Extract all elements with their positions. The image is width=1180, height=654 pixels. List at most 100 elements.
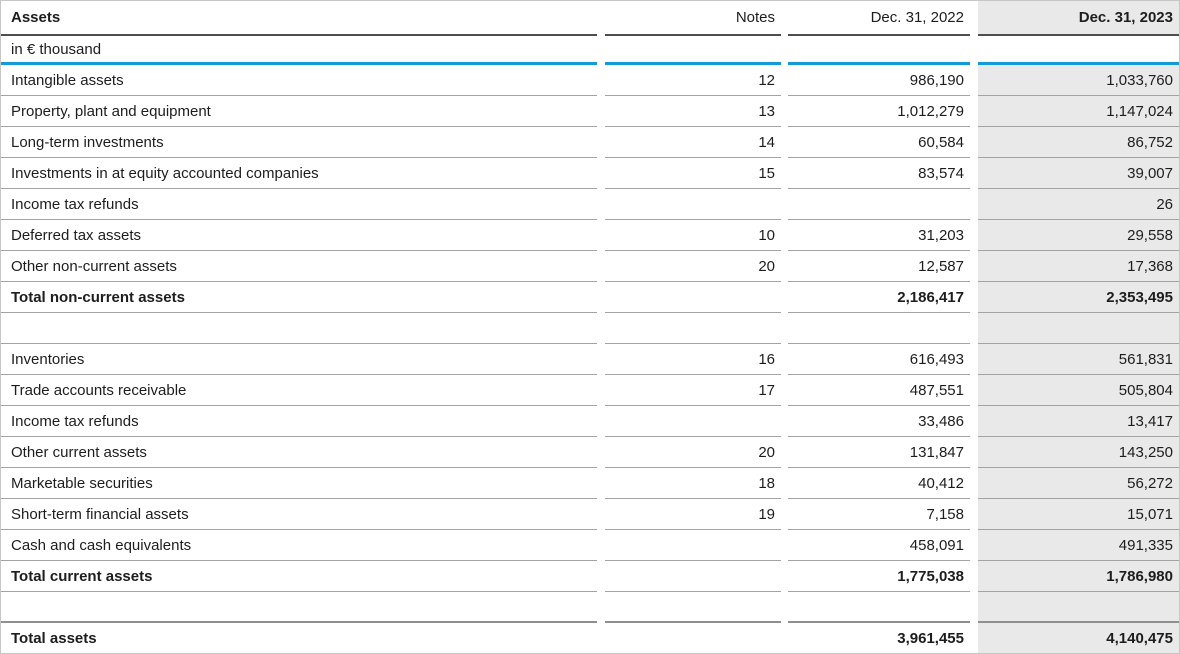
- row-label: Inventories: [1, 344, 597, 375]
- row-label: Property, plant and equipment: [1, 96, 597, 127]
- row-label: Income tax refunds: [1, 406, 597, 437]
- column-gap: [597, 1, 605, 36]
- table-row: Short-term financial assets 19 7,158 15,…: [1, 499, 1179, 530]
- row-value-2023: 505,804: [978, 375, 1179, 406]
- row-label: Trade accounts receivable: [1, 375, 597, 406]
- row-label: Short-term financial assets: [1, 499, 597, 530]
- total-non-current-assets-row: Total non-current assets 2,186,417 2,353…: [1, 282, 1179, 313]
- row-value-2023: 15,071: [978, 499, 1179, 530]
- row-note: 17: [605, 375, 781, 406]
- row-note: [605, 282, 781, 313]
- row-label: Other non-current assets: [1, 251, 597, 282]
- table-title: Assets: [1, 1, 597, 36]
- row-note: [605, 530, 781, 561]
- unit-label: in € thousand: [1, 36, 597, 65]
- table-row: Property, plant and equipment 13 1,012,2…: [1, 96, 1179, 127]
- column-gap: [970, 1, 978, 36]
- row-value-2022: 986,190: [788, 65, 970, 96]
- row-label: Total non-current assets: [1, 282, 597, 313]
- row-value-2022: 1,775,038: [788, 561, 970, 592]
- table-row: Inventories 16 616,493 561,831: [1, 344, 1179, 375]
- header-row: Assets Notes Dec. 31, 2022 Dec. 31, 2023: [1, 1, 1179, 36]
- total-current-assets-row: Total current assets 1,775,038 1,786,980: [1, 561, 1179, 592]
- notes-column-header: Notes: [605, 1, 781, 36]
- row-note: [605, 561, 781, 592]
- row-value-2023: 39,007: [978, 158, 1179, 189]
- row-value-2022: 131,847: [788, 437, 970, 468]
- table-row: Other current assets 20 131,847 143,250: [1, 437, 1179, 468]
- row-note: 13: [605, 96, 781, 127]
- table-row: Investments in at equity accounted compa…: [1, 158, 1179, 189]
- table-row: Trade accounts receivable 17 487,551 505…: [1, 375, 1179, 406]
- column-gap: [781, 36, 788, 65]
- row-value-2023: 4,140,475: [978, 623, 1179, 653]
- row-note: [605, 189, 781, 220]
- row-value-2022: 487,551: [788, 375, 970, 406]
- table-row: Long-term investments 14 60,584 86,752: [1, 127, 1179, 158]
- row-label: Investments in at equity accounted compa…: [1, 158, 597, 189]
- row-note: [605, 623, 781, 653]
- row-note: 20: [605, 251, 781, 282]
- row-value-2022: 60,584: [788, 127, 970, 158]
- row-note: 19: [605, 499, 781, 530]
- row-label: Cash and cash equivalents: [1, 530, 597, 561]
- unit-row: in € thousand: [1, 36, 1179, 65]
- row-value-2022: 33,486: [788, 406, 970, 437]
- row-value-2023: 13,417: [978, 406, 1179, 437]
- row-value-2023: 86,752: [978, 127, 1179, 158]
- column-gap: [781, 1, 788, 36]
- total-assets-row: Total assets 3,961,455 4,140,475: [1, 623, 1179, 653]
- row-label: Intangible assets: [1, 65, 597, 96]
- row-value-2022: 616,493: [788, 344, 970, 375]
- spacer-row: [1, 313, 1179, 344]
- row-label: Long-term investments: [1, 127, 597, 158]
- row-label: Total assets: [11, 630, 97, 647]
- row-label: Income tax refunds: [1, 189, 597, 220]
- row-note: 20: [605, 437, 781, 468]
- row-value-2022: [788, 189, 970, 220]
- row-value-2023: 1,033,760: [978, 65, 1179, 96]
- row-value-2023: 1,786,980: [978, 561, 1179, 592]
- table-row: Income tax refunds 26: [1, 189, 1179, 220]
- table-row: Marketable securities 18 40,412 56,272: [1, 468, 1179, 499]
- row-value-2023: 26: [978, 189, 1179, 220]
- row-note: [605, 406, 781, 437]
- row-value-2023: 561,831: [978, 344, 1179, 375]
- spacer-row: [1, 592, 1179, 623]
- row-value-2023: 56,272: [978, 468, 1179, 499]
- table-row: Other non-current assets 20 12,587 17,36…: [1, 251, 1179, 282]
- year-2023-column-header: Dec. 31, 2023: [978, 1, 1179, 36]
- row-note: 15: [605, 158, 781, 189]
- row-value-2022: 3,961,455: [897, 630, 964, 647]
- row-value-2023: 491,335: [978, 530, 1179, 561]
- row-value-2022: 1,012,279: [788, 96, 970, 127]
- table-row: Deferred tax assets 10 31,203 29,558: [1, 220, 1179, 251]
- row-label: Total current assets: [1, 561, 597, 592]
- column-gap: [597, 36, 605, 65]
- row-note: 12: [605, 65, 781, 96]
- row-value-2023: 1,147,024: [978, 96, 1179, 127]
- row-note: 14: [605, 127, 781, 158]
- row-value-2022: 458,091: [788, 530, 970, 561]
- row-value-2022: 7,158: [788, 499, 970, 530]
- row-value-2023: 2,353,495: [978, 282, 1179, 313]
- row-value-2023: 143,250: [978, 437, 1179, 468]
- row-label: Marketable securities: [1, 468, 597, 499]
- row-value-2022: 83,574: [788, 158, 970, 189]
- row-value-2022: 40,412: [788, 468, 970, 499]
- row-value-2022: 12,587: [788, 251, 970, 282]
- table-row: Income tax refunds 33,486 13,417: [1, 406, 1179, 437]
- row-value-2023: 29,558: [978, 220, 1179, 251]
- year-2022-column-header: Dec. 31, 2022: [788, 1, 970, 36]
- row-label: Other current assets: [1, 437, 597, 468]
- row-note: 10: [605, 220, 781, 251]
- table-row: Cash and cash equivalents 458,091 491,33…: [1, 530, 1179, 561]
- row-note: 16: [605, 344, 781, 375]
- table-row: Intangible assets 12 986,190 1,033,760: [1, 65, 1179, 96]
- row-value-2022: 31,203: [788, 220, 970, 251]
- row-note: 18: [605, 468, 781, 499]
- column-gap: [970, 36, 978, 65]
- row-value-2022: 2,186,417: [788, 282, 970, 313]
